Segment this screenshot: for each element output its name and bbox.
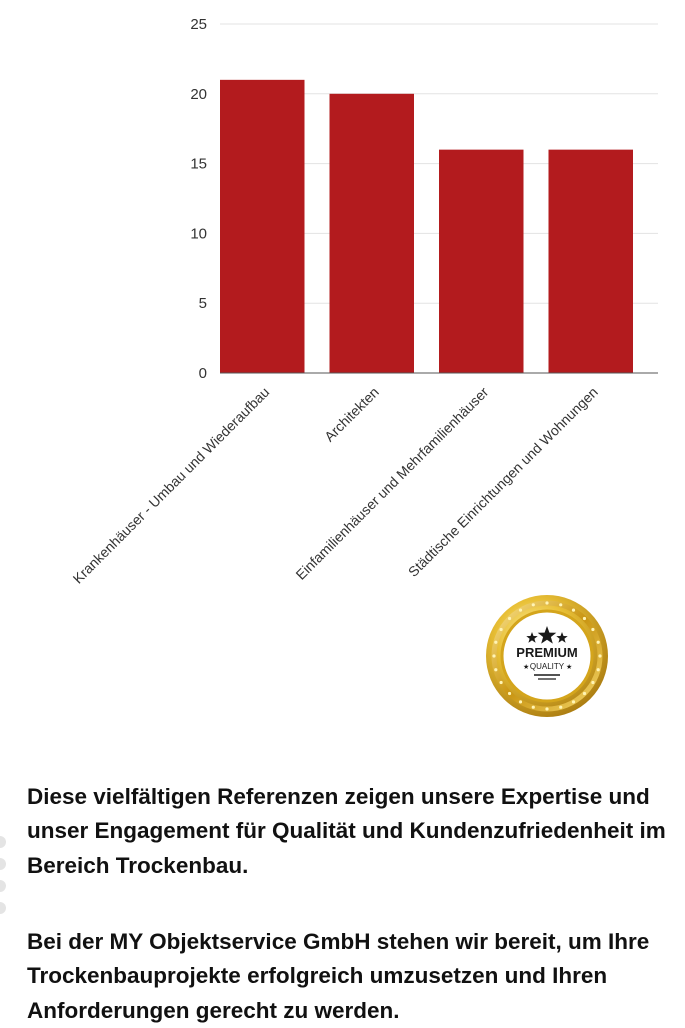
badge-dot — [519, 700, 522, 703]
badge-dot — [508, 692, 511, 695]
y-tick-label: 10 — [190, 225, 207, 242]
badge-dot — [572, 609, 575, 612]
edge-dot — [0, 836, 6, 848]
badge-dot — [591, 628, 594, 631]
badge-dot — [583, 692, 586, 695]
badge-dot — [500, 681, 503, 684]
edge-dot — [0, 880, 6, 892]
badge-dot — [597, 668, 600, 671]
bar — [330, 94, 415, 373]
badge-dot — [572, 700, 575, 703]
bar — [220, 80, 305, 373]
y-tick-label: 15 — [190, 156, 207, 173]
badge-dot — [559, 706, 562, 709]
company-paragraph: Bei der MY Objektservice GmbH stehen wir… — [27, 925, 667, 1028]
badge-quality-star-left: ★ — [523, 663, 529, 671]
badge-dot — [519, 609, 522, 612]
bar — [549, 150, 634, 373]
y-tick-label: 25 — [190, 16, 207, 33]
edge-dot — [0, 858, 6, 870]
y-tick-label: 0 — [199, 365, 207, 382]
x-category-label: Architekten — [321, 384, 382, 445]
badge-dot — [591, 681, 594, 684]
y-tick-label: 20 — [190, 86, 207, 103]
badge-dot — [545, 707, 548, 710]
badge-dot — [597, 641, 600, 644]
intro-paragraph: Diese vielfältigen Referenzen zeigen uns… — [27, 780, 667, 884]
x-category-label: Krankenhäuser - Umbau und Wiederaufbau — [70, 384, 273, 587]
badge-dot — [532, 706, 535, 709]
badge-premium-text: PREMIUM — [516, 645, 577, 660]
y-tick-label: 5 — [199, 295, 207, 312]
x-axis-labels: Krankenhäuser - Umbau und Wiederaufbau Ar… — [70, 384, 601, 587]
badge-dot — [492, 654, 495, 657]
premium-quality-badge: PREMIUM QUALITY ★ ★ — [484, 593, 610, 719]
badge-dot — [583, 617, 586, 620]
badge-dot — [532, 603, 535, 606]
x-category-label: Einfamilienhäuser und Mehrfamilienhäuser — [292, 384, 491, 583]
badge-dot — [508, 617, 511, 620]
badge-dot — [545, 601, 548, 604]
badge-dot — [500, 628, 503, 631]
x-category-label: Städtische Einrichtungen und Wohnungen — [405, 384, 601, 580]
badge-dot — [494, 641, 497, 644]
badge-quality-star-right: ★ — [566, 663, 572, 671]
badge-dot — [559, 603, 562, 606]
badge-quality-text: QUALITY — [530, 662, 565, 671]
bar — [439, 150, 524, 373]
y-axis-ticks: 0 5 10 15 20 25 — [190, 16, 207, 382]
badge-dot — [494, 668, 497, 671]
chart-bars — [220, 80, 633, 373]
badge-dot — [598, 654, 601, 657]
bar-chart: 0 5 10 15 20 25 Krankenhäuser - Umbau und Wie… — [0, 0, 685, 640]
edge-dot — [0, 902, 6, 914]
